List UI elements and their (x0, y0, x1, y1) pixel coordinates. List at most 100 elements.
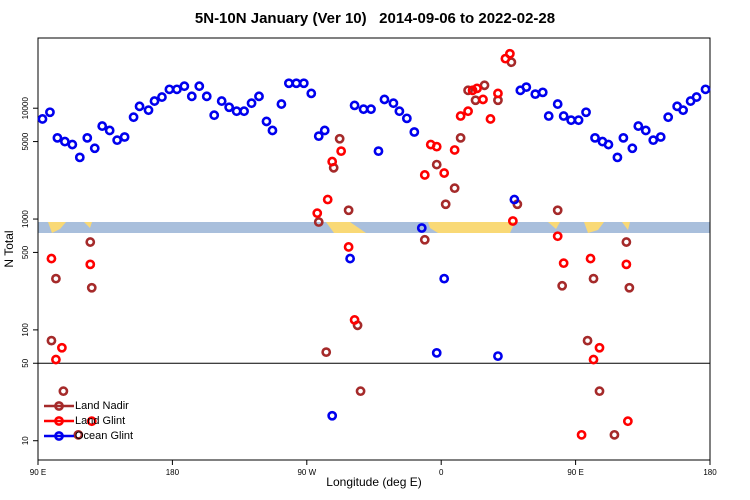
point (355, 386, 366, 397)
point (504, 48, 515, 59)
point (149, 96, 160, 106)
point (373, 146, 384, 157)
point (276, 99, 287, 109)
point (366, 104, 376, 115)
point (86, 282, 97, 293)
point (622, 416, 633, 427)
point (633, 121, 644, 131)
legend-marker (54, 431, 64, 441)
point (73, 429, 84, 440)
legend-marker (54, 416, 64, 426)
point (194, 81, 205, 92)
point (58, 386, 69, 397)
point (164, 84, 175, 95)
point (56, 342, 67, 353)
point (313, 217, 324, 227)
legend-label: Land Glint (75, 415, 125, 427)
point (143, 105, 154, 116)
point (319, 125, 330, 136)
chart-title: 5N-10N January (Ver 10) 2014-09-06 to 20… (195, 10, 555, 27)
point (552, 99, 563, 109)
point (621, 237, 632, 247)
point (46, 335, 57, 346)
point (618, 132, 629, 143)
point (209, 110, 220, 121)
point (327, 410, 338, 421)
point (648, 135, 659, 146)
point (343, 205, 354, 216)
point (52, 132, 63, 143)
point (581, 107, 591, 118)
point (51, 273, 61, 284)
point (552, 205, 563, 216)
y-tick-label: 100 (21, 323, 30, 337)
land-patch (548, 222, 560, 229)
point (358, 104, 369, 115)
point (419, 170, 430, 180)
point (334, 133, 345, 144)
point (246, 98, 257, 109)
point (343, 242, 354, 252)
point (493, 351, 503, 362)
point (449, 183, 460, 194)
point (507, 216, 518, 226)
point (449, 145, 460, 155)
x-tick-label: 90 W (297, 468, 316, 477)
point (349, 315, 360, 325)
point (401, 113, 412, 124)
legend-label: Land Nadir (75, 400, 129, 412)
point (585, 253, 596, 264)
point (261, 116, 272, 127)
point (313, 131, 324, 142)
point (543, 111, 554, 121)
point (655, 132, 666, 142)
point (588, 354, 599, 365)
point (627, 143, 638, 154)
point (171, 84, 182, 95)
point (455, 132, 466, 143)
point (691, 92, 702, 102)
point (231, 106, 242, 117)
point (431, 159, 442, 170)
land-patch (48, 222, 66, 233)
point (283, 78, 294, 89)
y-tick-label: 10 (21, 436, 30, 445)
point (349, 100, 360, 111)
point (89, 143, 100, 154)
point (557, 280, 568, 291)
point (455, 111, 466, 121)
x-tick-label: 90 E (30, 468, 46, 477)
land-patch (584, 222, 604, 233)
point (479, 80, 490, 91)
point (67, 139, 78, 150)
x-axis-label: Longitude (deg E) (326, 475, 421, 489)
point (379, 94, 390, 105)
point (85, 237, 96, 247)
point (321, 347, 332, 358)
x-tick-label: 90 E (567, 468, 583, 477)
y-tick-label: 50 (21, 358, 30, 367)
point (291, 78, 302, 89)
legend-marker (54, 401, 64, 411)
land-patch (622, 222, 630, 230)
legend: Land Nadir Land Glint Ocean Glint (44, 400, 133, 442)
point (463, 85, 473, 96)
point (530, 89, 541, 100)
point (621, 259, 632, 270)
point (678, 105, 689, 116)
point (322, 194, 333, 205)
point (82, 132, 93, 143)
land-patch (326, 222, 366, 233)
point (609, 429, 620, 440)
point (663, 112, 674, 123)
point (552, 231, 563, 242)
point (493, 88, 503, 99)
point (431, 141, 442, 152)
point (267, 125, 278, 136)
point (640, 125, 651, 136)
point (603, 139, 614, 150)
point (612, 152, 623, 163)
point (119, 132, 130, 142)
